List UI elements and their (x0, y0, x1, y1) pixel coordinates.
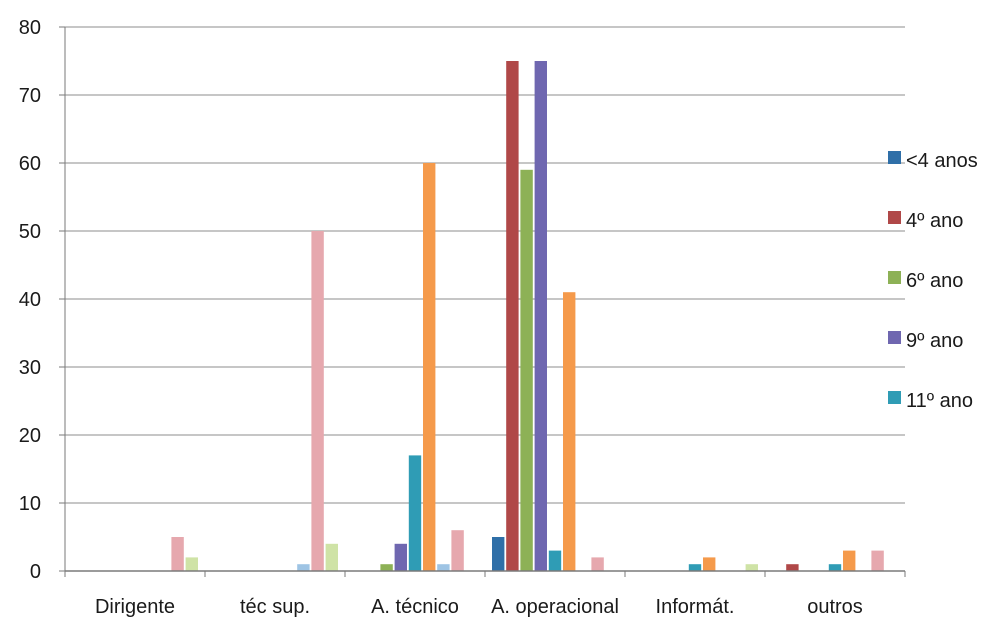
bar (534, 61, 547, 571)
y-tick-label: 20 (19, 425, 41, 447)
bar (423, 163, 436, 571)
bar (703, 557, 716, 571)
x-category-label: outros (807, 596, 863, 618)
bars (171, 61, 884, 572)
bar (408, 455, 422, 571)
legend-swatch (888, 331, 901, 344)
legend-label: 4º ano (906, 210, 963, 232)
bar (520, 169, 533, 572)
y-tick-label: 0 (30, 561, 41, 583)
y-tick-label: 50 (19, 221, 41, 243)
bar (688, 564, 702, 571)
bar (563, 292, 576, 571)
bar (786, 564, 799, 571)
legend: <4 anos 4º ano 6º ano 9º ano 11º ano (888, 150, 978, 412)
y-tick-label: 10 (19, 493, 41, 515)
legend-label: <4 anos (906, 150, 978, 172)
x-category-label: Informát. (656, 596, 735, 618)
y-tick-label: 40 (19, 289, 41, 311)
y-tick-label: 80 (19, 17, 41, 39)
bar (591, 557, 604, 571)
x-category-label: téc sup. (240, 596, 310, 618)
axes (59, 26, 906, 577)
legend-label: 6º ano (906, 270, 963, 292)
legend-swatch (888, 151, 901, 164)
bar (451, 530, 464, 571)
bar (311, 231, 324, 571)
legend-label: 9º ano (906, 330, 963, 352)
legend-swatch (888, 391, 901, 404)
legend-swatch (888, 271, 901, 284)
legend-swatch (888, 211, 901, 224)
x-category-label: A. técnico (371, 596, 459, 618)
bar (394, 543, 407, 571)
bar (871, 550, 884, 571)
bar (506, 61, 519, 571)
bar (171, 537, 184, 571)
bar (325, 543, 338, 571)
gridlines (65, 26, 905, 504)
bar (185, 557, 198, 571)
y-tick-labels: 0 10 20 30 40 50 60 70 80 (19, 17, 41, 583)
bar (548, 550, 562, 571)
y-tick-label: 60 (19, 153, 41, 175)
y-tick-label: 70 (19, 85, 41, 107)
x-category-label: Dirigente (95, 596, 175, 618)
bar (297, 564, 310, 571)
bar (745, 564, 758, 571)
bar (380, 564, 393, 571)
bar (843, 550, 856, 571)
x-category-label: A. operacional (491, 596, 619, 618)
bar (437, 564, 450, 571)
legend-label: 11º ano (906, 390, 973, 412)
bar (828, 564, 842, 571)
x-category-labels: Dirigente téc sup. A. técnico A. operaciona… (95, 596, 863, 618)
y-tick-label: 30 (19, 357, 41, 379)
bar (492, 537, 505, 571)
